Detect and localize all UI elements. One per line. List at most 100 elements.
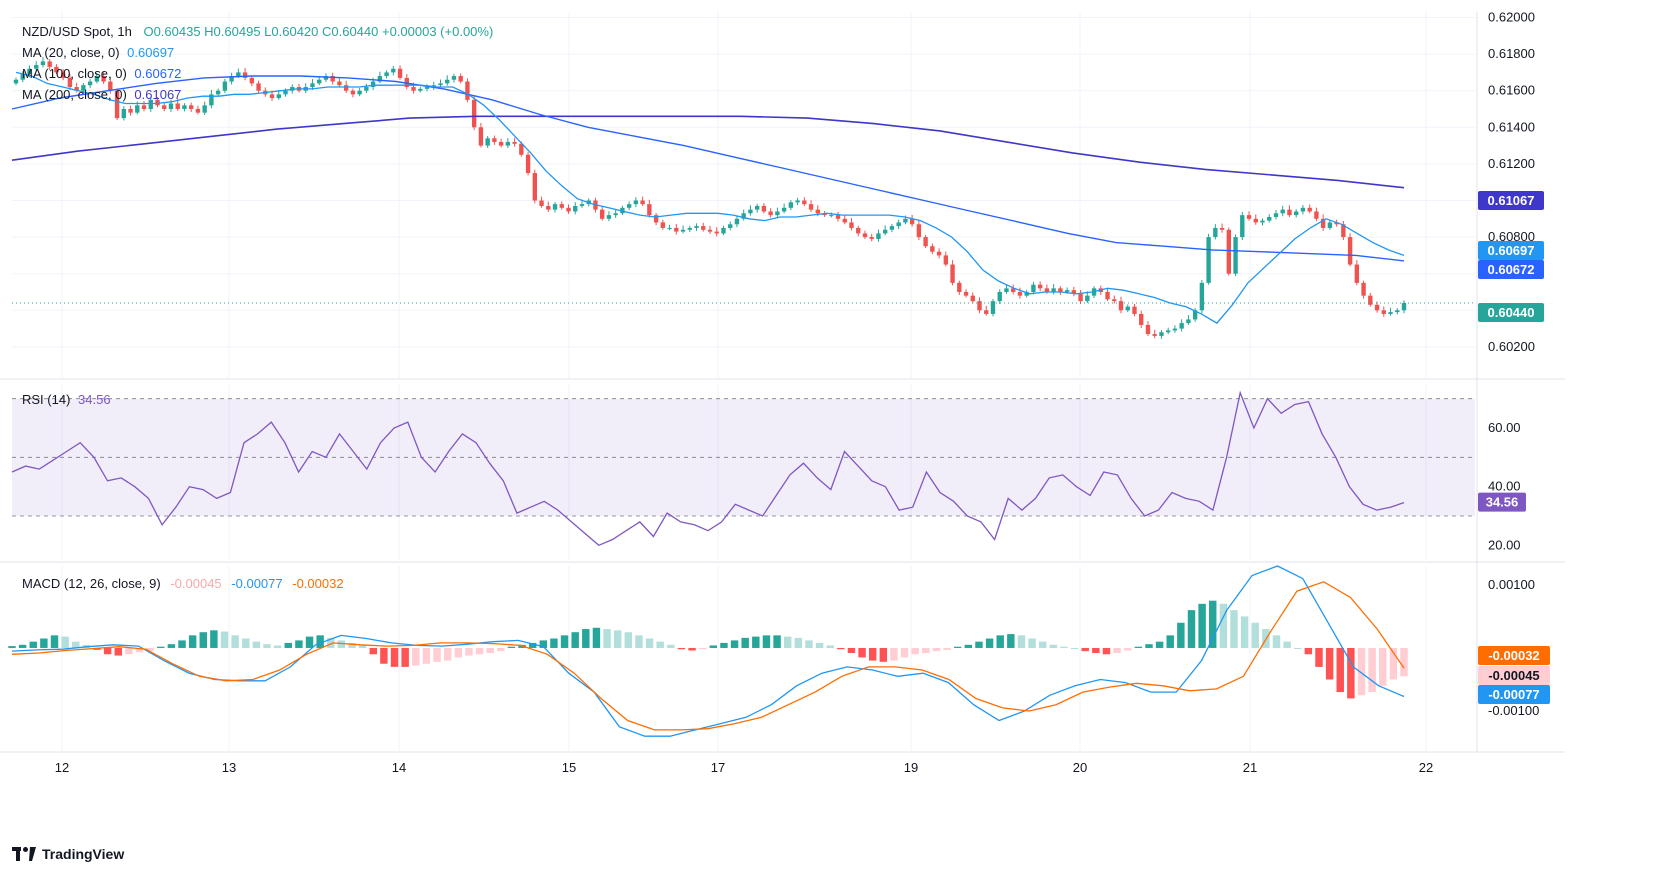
macd-hist-bar	[1060, 646, 1068, 648]
macd-hist-bar	[922, 647, 930, 654]
candle-body	[1381, 310, 1386, 314]
candle-body	[1064, 290, 1070, 292]
candle-body	[1179, 323, 1184, 329]
candle-body	[680, 229, 686, 232]
candle-body	[1395, 310, 1400, 313]
candle-body	[215, 90, 221, 95]
symbol-label: NZD/USD Spot, 1h	[22, 24, 132, 39]
macd-hist-bar	[1368, 647, 1376, 693]
macd-hist-bar	[773, 635, 781, 648]
macd-hist-bar	[847, 647, 856, 654]
candle-body	[1024, 291, 1029, 296]
candle-body	[734, 218, 740, 225]
candle-body	[889, 226, 895, 230]
macd-hist-bar	[1198, 603, 1206, 648]
macd-hist-bar	[380, 647, 388, 664]
macd-hist-bar	[1336, 647, 1344, 693]
candle-body	[842, 218, 847, 223]
candle-body	[633, 200, 639, 205]
candle-body	[829, 215, 834, 217]
macd-hist-bar	[550, 638, 558, 648]
macd-hist-bar	[412, 647, 420, 666]
macd-hist-bar	[815, 642, 824, 648]
ma200-legend: MA (200, close, 0) 0.61067	[22, 87, 181, 102]
price-tick-label: 0.61800	[1488, 46, 1535, 61]
candle-body	[357, 90, 362, 95]
candle-body	[1125, 306, 1130, 311]
macd-hist-bar	[975, 641, 983, 648]
price-badge-label: 0.60440	[1488, 305, 1535, 320]
macd-hist-bar	[1347, 647, 1355, 699]
macd-hist-bar	[1124, 647, 1132, 651]
macd-hist-bar	[188, 635, 197, 648]
macd-hist-bar	[1081, 647, 1089, 652]
price-badge	[1478, 241, 1544, 260]
rsi-tick-label: 20.00	[1488, 537, 1521, 552]
candle-body	[923, 237, 928, 247]
candle-body	[1361, 282, 1366, 296]
candle-body	[835, 215, 841, 219]
macd-hist-bar	[146, 647, 154, 652]
candle-body	[256, 83, 261, 91]
macd-hist-bar	[348, 642, 356, 648]
macd-hist-bar	[1272, 635, 1281, 648]
candle-body	[1354, 264, 1360, 283]
macd-hist-bar	[465, 647, 473, 656]
macd-hist-bar	[454, 647, 463, 658]
macd-hist-bar	[1113, 647, 1121, 654]
ma20-line	[15, 71, 1405, 324]
candle-body	[1112, 299, 1117, 302]
candle-body	[943, 255, 949, 265]
candle-body	[909, 218, 915, 225]
macd-hist-bar	[698, 647, 707, 650]
candle-body	[1139, 313, 1144, 325]
candle-body	[903, 218, 908, 223]
candle-body	[862, 233, 868, 238]
macd-hist-bar	[252, 641, 261, 648]
macd-hist-bar	[242, 638, 250, 648]
candle-body	[1071, 290, 1077, 294]
candle-body	[121, 108, 126, 119]
candle-body	[155, 99, 160, 106]
macd-hist-bar	[103, 647, 112, 655]
candle-body	[930, 246, 935, 252]
candle-body	[1341, 224, 1346, 238]
macd-hist-bar	[1240, 616, 1249, 648]
macd-hist-bar	[178, 640, 186, 648]
candle-body	[552, 204, 558, 210]
candle-body	[175, 103, 180, 109]
candle-body	[148, 99, 153, 109]
candle-body	[465, 81, 470, 100]
rsi-legend: RSI (14) 34.56	[22, 392, 111, 407]
macd-hist-bar	[422, 647, 431, 664]
candle-body	[1294, 211, 1299, 216]
macd-signal-value: -0.00032	[292, 576, 344, 591]
candle-body	[775, 211, 780, 216]
macd-hist-bar	[953, 646, 962, 648]
macd-tick-label: 0.00100	[1488, 577, 1535, 592]
macd-hist-bar	[1294, 647, 1302, 649]
candle-body	[714, 231, 719, 234]
macd-hist-bar	[762, 635, 771, 648]
macd-hist-bar	[273, 645, 282, 648]
candle-body	[222, 81, 228, 91]
candle-body	[384, 72, 389, 77]
candle-body	[687, 227, 692, 230]
ma20-legend: MA (20, close, 0) 0.60697	[22, 45, 174, 60]
candle-body	[707, 229, 713, 232]
macd-hist-bar	[210, 630, 218, 648]
candle-body	[451, 76, 457, 80]
candle-body	[882, 229, 888, 234]
candle-body	[81, 85, 86, 91]
candle-body	[269, 94, 275, 99]
candle-body	[781, 207, 787, 212]
candle-body	[1334, 222, 1339, 225]
macd-legend: MACD (12, 26, close, 9) -0.00045 -0.0007…	[22, 576, 344, 591]
macd-hist-bar	[40, 638, 48, 648]
candle-body	[788, 202, 794, 208]
macd-hist-bar	[1038, 641, 1047, 648]
candle-body	[445, 79, 450, 84]
macd-hist-bar	[199, 632, 207, 648]
candle-body	[317, 79, 322, 84]
